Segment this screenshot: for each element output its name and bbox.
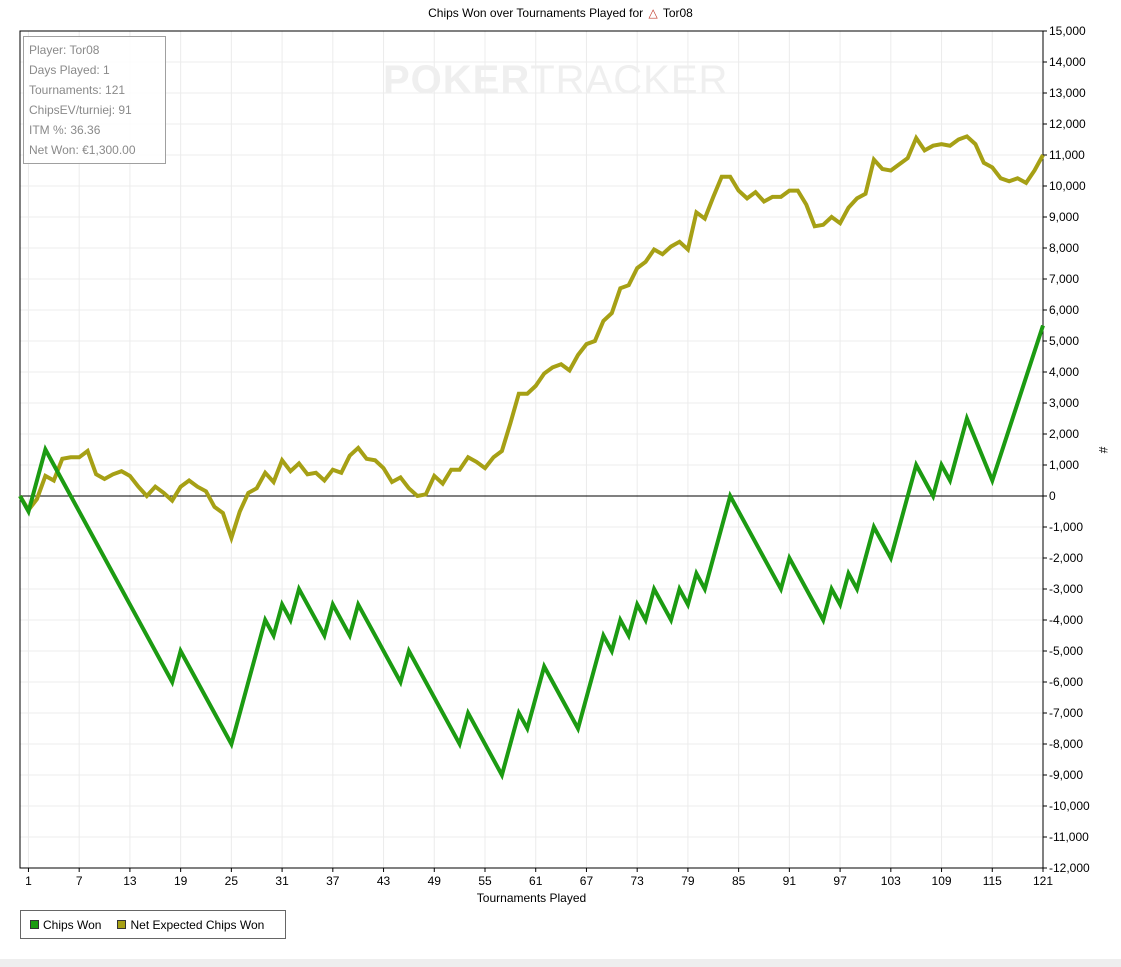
x-tick-label: 115 — [983, 874, 1002, 888]
y-axis-label: # — [1096, 447, 1110, 454]
pokertracker-watermark: POKERTRACKER — [383, 58, 728, 103]
x-tick-label: 121 — [1033, 874, 1053, 888]
y-tick-label: -1,000 — [1049, 520, 1083, 534]
stats-box: Player: Tor08 Days Played: 1 Tournaments… — [23, 36, 166, 164]
y-tick-label: -5,000 — [1049, 644, 1083, 658]
x-tick-label: 97 — [833, 874, 847, 888]
poker-site-icon: △ — [648, 6, 658, 20]
series-line-chips-won — [18, 324, 1045, 781]
y-tick-label: -12,000 — [1049, 861, 1090, 875]
stat-player: Player: Tor08 — [29, 43, 100, 57]
y-tick-label: -7,000 — [1049, 706, 1083, 720]
watermark-thin: TRACKER — [530, 58, 729, 102]
x-tick-label: 85 — [732, 874, 746, 888]
y-tick-label: 13,000 — [1049, 86, 1086, 100]
plot-border — [19, 30, 1044, 869]
legend-swatch-net-expected — [117, 920, 127, 929]
x-tick-label: 1 — [25, 874, 32, 888]
stat-net-won: Net Won: €1,300.00 — [29, 143, 136, 157]
y-tick-label: 8,000 — [1049, 241, 1079, 255]
x-axis-label: Tournaments Played — [476, 891, 587, 905]
x-tick-label: 13 — [123, 874, 137, 888]
y-tick-label: 11,000 — [1049, 148, 1085, 162]
x-tick-label: 79 — [681, 874, 695, 888]
y-tick-label: -11,000 — [1049, 830, 1089, 844]
legend-item-chips-won[interactable]: Chips Won — [30, 918, 101, 932]
y-tick-label: 0 — [1049, 489, 1056, 503]
y-tick-label: 1,000 — [1049, 458, 1079, 472]
axis-layer: 15,00014,00013,00012,00011,00010,0009,00… — [20, 24, 1090, 888]
y-tick-label: 3,000 — [1049, 396, 1079, 410]
y-tick-label: 9,000 — [1049, 210, 1079, 224]
chart-title-text: Chips Won over Tournaments Played for — [428, 6, 644, 20]
y-tick-label: 12,000 — [1049, 117, 1086, 131]
x-tick-label: 37 — [326, 874, 340, 888]
y-tick-label: -4,000 — [1049, 613, 1083, 627]
stat-tournaments: Tournaments: 121 — [29, 83, 126, 97]
x-tick-label: 109 — [932, 874, 952, 888]
horizontal-scrollbar[interactable] — [0, 959, 1121, 967]
legend: Chips Won Net Expected Chips Won — [20, 910, 286, 939]
x-tick-label: 7 — [76, 874, 83, 888]
y-tick-label: 10,000 — [1049, 179, 1086, 193]
grid-layer — [20, 30, 1044, 869]
x-tick-label: 61 — [529, 874, 543, 888]
x-tick-label: 55 — [478, 874, 492, 888]
y-tick-label: 4,000 — [1049, 365, 1079, 379]
x-tick-label: 67 — [580, 874, 594, 888]
y-tick-label: -10,000 — [1049, 799, 1090, 813]
stat-days: Days Played: 1 — [29, 63, 110, 77]
x-tick-label: 43 — [377, 874, 391, 888]
y-tick-label: 7,000 — [1049, 272, 1079, 286]
y-tick-label: 5,000 — [1049, 334, 1079, 348]
y-tick-label: 14,000 — [1049, 55, 1086, 69]
x-tick-label: 73 — [631, 874, 645, 888]
stat-itm: ITM %: 36.36 — [29, 123, 101, 137]
legend-label-chips-won: Chips Won — [43, 917, 102, 932]
x-tick-label: 19 — [174, 874, 188, 888]
y-tick-label: 2,000 — [1049, 427, 1079, 441]
stat-chipsev: ChipsEV/turniej: 91 — [29, 103, 132, 117]
x-tick-label: 49 — [428, 874, 442, 888]
series-layer — [18, 133, 1045, 781]
watermark-bold: POKER — [383, 58, 531, 102]
y-tick-label: 15,000 — [1049, 24, 1086, 38]
y-tick-label: -6,000 — [1049, 675, 1083, 689]
legend-item-net-expected[interactable]: Net Expected Chips Won — [117, 918, 264, 932]
series-line-net-expected — [18, 133, 1045, 545]
y-tick-label: -3,000 — [1049, 582, 1083, 596]
y-tick-label: -8,000 — [1049, 737, 1083, 751]
x-tick-label: 31 — [275, 874, 289, 888]
y-tick-label: 6,000 — [1049, 303, 1079, 317]
chart-title: Chips Won over Tournaments Played for △ … — [0, 6, 1121, 20]
legend-label-net-expected: Net Expected Chips Won — [130, 917, 265, 932]
chart-title-player: Tor08 — [662, 6, 693, 20]
x-tick-label: 25 — [225, 874, 239, 888]
y-tick-label: -2,000 — [1049, 551, 1083, 565]
legend-swatch-chips-won — [30, 920, 39, 929]
x-tick-label: 91 — [783, 874, 797, 888]
x-tick-label: 103 — [881, 874, 901, 888]
y-tick-label: -9,000 — [1049, 768, 1083, 782]
